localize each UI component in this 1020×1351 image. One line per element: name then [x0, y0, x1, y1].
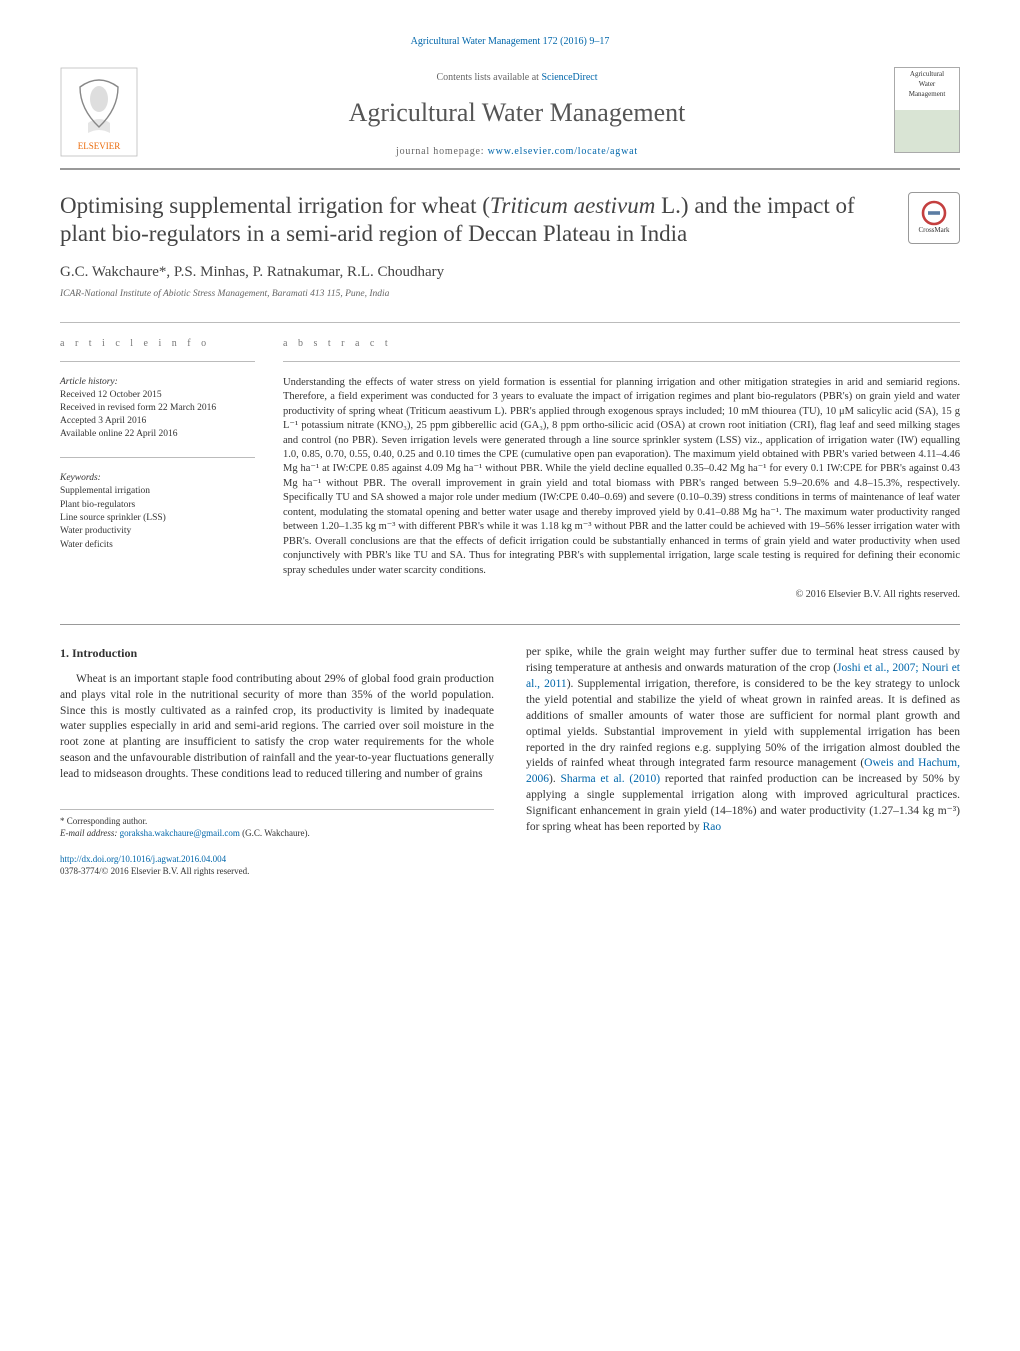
article-info-label: a r t i c l e i n f o: [60, 337, 255, 351]
crossmark-badge[interactable]: CrossMark: [908, 192, 960, 244]
text-span: ). Supplemental irrigation, therefore, i…: [526, 678, 960, 769]
abstract-text: Understanding the effects of water stres…: [283, 376, 960, 579]
body-col-right: per spike, while the grain weight may fu…: [526, 645, 960, 877]
affiliation: ICAR-National Institute of Abiotic Stres…: [60, 288, 960, 301]
divider: [60, 624, 960, 625]
intro-heading: 1. Introduction: [60, 645, 494, 662]
intro-para-2: per spike, while the grain weight may fu…: [526, 645, 960, 835]
abstract-label: a b s t r a c t: [283, 337, 960, 351]
crossmark-icon: [921, 200, 947, 226]
citation-link[interactable]: Rao: [703, 821, 722, 833]
history-received: Received 12 October 2015: [60, 389, 255, 402]
text-span: ).: [549, 773, 560, 785]
divider: [60, 361, 255, 362]
intro-para-1: Wheat is an important staple food contri…: [60, 672, 494, 783]
title-row: Optimising supplemental irrigation for w…: [60, 192, 960, 248]
author-list: G.C. Wakchaure*, P.S. Minhas, P. Ratnaku…: [60, 262, 960, 283]
title-species: Triticum aestivum: [490, 193, 655, 218]
journal-banner: ELSEVIER Contents lists available at Sci…: [60, 67, 960, 170]
abstract-col: a b s t r a c t Understanding the effect…: [283, 337, 960, 603]
corresponding-author: * Corresponding author.: [60, 815, 494, 827]
keywords: Keywords: Supplemental irrigation Plant …: [60, 472, 255, 552]
meta-row: a r t i c l e i n f o Article history: R…: [60, 337, 960, 603]
citation-link[interactable]: Sharma et al. (2010): [560, 773, 660, 785]
footnote-block: * Corresponding author. E-mail address: …: [60, 809, 494, 839]
homepage-line: journal homepage: www.elsevier.com/locat…: [140, 145, 894, 159]
email-line: E-mail address: goraksha.wakchaure@gmail…: [60, 827, 494, 839]
email-label: E-mail address:: [60, 828, 120, 838]
running-header: Agricultural Water Management 172 (2016)…: [60, 35, 960, 49]
thumb-line-2: Water: [897, 80, 957, 90]
article-history: Article history: Received 12 October 201…: [60, 376, 255, 442]
abstract-copyright: © 2016 Elsevier B.V. All rights reserved…: [283, 588, 960, 602]
thumb-line-3: Management: [897, 90, 957, 100]
history-online: Available online 22 April 2016: [60, 428, 255, 441]
article-title: Optimising supplemental irrigation for w…: [60, 192, 890, 248]
keyword-item: Line source sprinkler (LSS): [60, 512, 255, 525]
keywords-title: Keywords:: [60, 472, 255, 485]
divider: [283, 361, 960, 362]
history-accepted: Accepted 3 April 2016: [60, 415, 255, 428]
elsevier-logo: ELSEVIER: [60, 67, 140, 162]
homepage-prefix: journal homepage:: [396, 146, 488, 157]
author-email-link[interactable]: goraksha.wakchaure@gmail.com: [120, 828, 240, 838]
divider: [60, 457, 255, 458]
keyword-item: Water productivity: [60, 525, 255, 538]
body-col-left: 1. Introduction Wheat is an important st…: [60, 645, 494, 877]
crossmark-label: CrossMark: [918, 226, 949, 236]
doi-block: http://dx.doi.org/10.1016/j.agwat.2016.0…: [60, 853, 494, 877]
banner-center: Contents lists available at ScienceDirec…: [140, 67, 894, 159]
history-title: Article history:: [60, 376, 255, 389]
journal-cover-thumb: Agricultural Water Management: [894, 67, 960, 153]
svg-text:ELSEVIER: ELSEVIER: [78, 141, 121, 151]
keyword-item: Supplemental irrigation: [60, 485, 255, 498]
issn-copyright: 0378-3774/© 2016 Elsevier B.V. All right…: [60, 865, 494, 877]
keyword-item: Water deficits: [60, 539, 255, 552]
divider: [60, 322, 960, 323]
article-info: a r t i c l e i n f o Article history: R…: [60, 337, 255, 603]
title-part-1: Optimising supplemental irrigation for w…: [60, 193, 490, 218]
contents-lists-line: Contents lists available at ScienceDirec…: [140, 71, 894, 85]
email-tail: (G.C. Wakchaure).: [240, 828, 310, 838]
doi-link[interactable]: http://dx.doi.org/10.1016/j.agwat.2016.0…: [60, 854, 226, 864]
keyword-item: Plant bio-regulators: [60, 499, 255, 512]
contents-prefix: Contents lists available at: [436, 72, 541, 83]
homepage-link[interactable]: www.elsevier.com/locate/agwat: [488, 146, 638, 157]
history-revised: Received in revised form 22 March 2016: [60, 402, 255, 415]
journal-name: Agricultural Water Management: [140, 95, 894, 131]
thumb-line-1: Agricultural: [897, 70, 957, 80]
body-columns: 1. Introduction Wheat is an important st…: [60, 645, 960, 877]
sciencedirect-link[interactable]: ScienceDirect: [541, 72, 597, 83]
